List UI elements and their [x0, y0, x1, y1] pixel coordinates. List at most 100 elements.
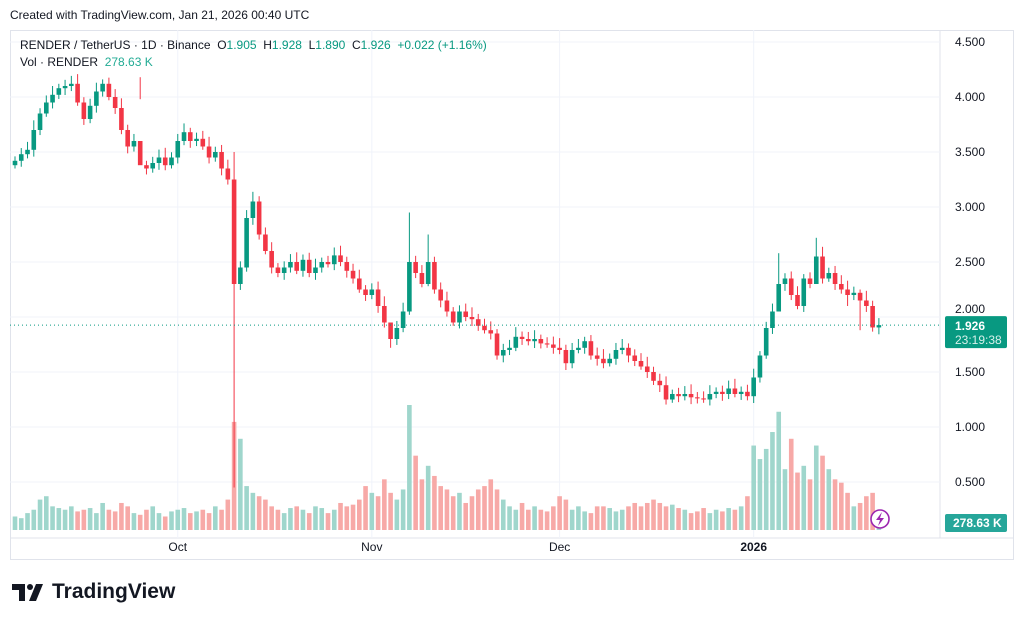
volume-bar [619, 509, 625, 530]
volume-value: 278.63 K [104, 55, 153, 69]
candle-body [582, 341, 587, 348]
candle-body [432, 262, 437, 290]
volume-bar [632, 502, 638, 530]
candle-body [119, 108, 124, 130]
volume-bar [576, 506, 581, 530]
last-volume-badge [945, 514, 1007, 532]
volume-bar [131, 513, 137, 530]
x-tick-label: Dec [549, 540, 570, 554]
volume-bar [100, 502, 105, 530]
volume-bar [663, 506, 669, 530]
volume-bar [801, 465, 807, 530]
candle-body [37, 113, 43, 130]
volume-bar [795, 472, 800, 530]
chart-frame[interactable] [10, 30, 1014, 560]
volume-bar [657, 502, 663, 530]
volume-bar [469, 496, 475, 530]
open-value: 1.905 [226, 38, 257, 52]
volume-bar [463, 502, 469, 530]
candle-body [757, 355, 763, 378]
candle-body [557, 347, 562, 350]
volume-bar [588, 513, 594, 530]
volume-bar [820, 455, 825, 530]
candle-body [619, 347, 625, 350]
volume-bar [87, 508, 93, 530]
volume-bar [507, 506, 512, 530]
volume-bar [482, 486, 487, 530]
candle-body [864, 300, 869, 306]
candle-body [200, 138, 206, 147]
volume-bar [94, 513, 99, 530]
volume-bar [519, 502, 525, 530]
volume-bar [726, 508, 731, 530]
symbol-label[interactable]: RENDER / TetherUS · 1D · Binance [20, 38, 211, 52]
volume-bar [807, 479, 813, 530]
candle-body [81, 102, 87, 119]
volume-label[interactable]: Vol · RENDER [20, 55, 99, 69]
candle-body [419, 273, 425, 284]
candle-body [500, 350, 506, 356]
volume-bar [413, 455, 418, 530]
volume-bar [256, 496, 262, 530]
candle-body [281, 267, 287, 273]
volume-bar [569, 509, 575, 530]
volume-bar [688, 513, 694, 530]
volume-bar [419, 479, 425, 530]
candle-body [751, 377, 756, 397]
candle-body [194, 138, 199, 141]
candle-body [394, 328, 400, 339]
volume-bar [37, 499, 43, 530]
volume-bar [50, 506, 55, 530]
volume-bar [75, 511, 80, 530]
close-label: C [352, 38, 361, 52]
candle-body [125, 130, 130, 147]
volume-bar [106, 509, 112, 530]
last-price-badge [945, 316, 1007, 349]
candle-body [488, 330, 494, 334]
volume-bar [626, 506, 631, 530]
volume-bar [444, 489, 450, 530]
candle-body [551, 344, 556, 348]
volume-bar [238, 438, 243, 530]
candle-body [576, 347, 581, 350]
volume-bar [488, 479, 494, 530]
volume-bar [12, 516, 18, 530]
candle-body [707, 394, 713, 400]
volume-bar [532, 506, 537, 530]
candle-body [670, 394, 675, 400]
y-tick-label: 4.000 [955, 90, 985, 104]
volume-bar [551, 506, 556, 530]
candle-body [275, 267, 281, 273]
volume-bar [813, 445, 819, 530]
candle-body [213, 152, 218, 158]
x-tick-label: 2026 [740, 540, 767, 554]
candle-body [776, 284, 782, 312]
candle-body [150, 163, 156, 169]
candle-body [813, 256, 819, 284]
volume-bar [475, 489, 481, 530]
volume-bar [338, 502, 343, 530]
volume-bar [319, 508, 325, 530]
candle-body [663, 385, 669, 400]
candle-body [701, 398, 706, 400]
candle-body [726, 388, 731, 394]
volume-bar [757, 459, 763, 530]
volume-bar [363, 486, 368, 530]
volume-bar [125, 506, 130, 530]
candle-body [87, 105, 93, 119]
volume-bar [407, 405, 412, 530]
volume-bar [225, 499, 231, 530]
tradingview-logo[interactable]: TradingView [12, 580, 175, 604]
volume-bar [826, 469, 832, 530]
volume-bar [313, 506, 318, 530]
volume-bar [751, 445, 756, 530]
candle-body [288, 262, 293, 268]
volume-bar [150, 506, 156, 530]
candle-body [682, 394, 688, 397]
lightning-icon[interactable] [870, 509, 890, 529]
open-label: O [217, 38, 227, 52]
volume-bar [162, 516, 168, 530]
volume-bar [745, 496, 750, 530]
candle-body [100, 83, 105, 92]
